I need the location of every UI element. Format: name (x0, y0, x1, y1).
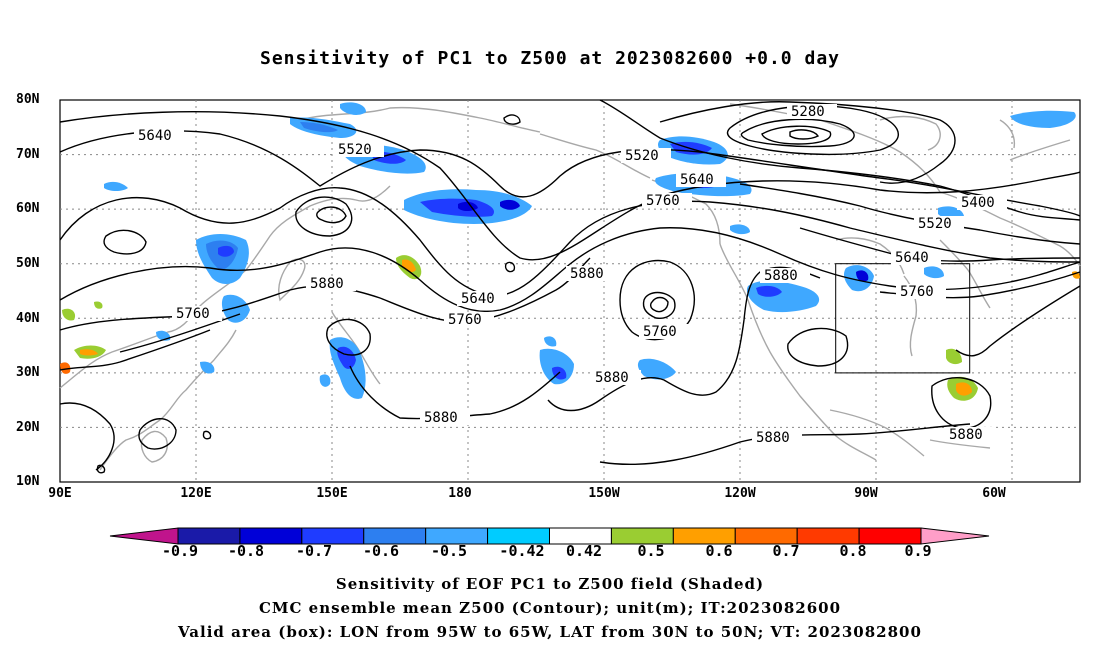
contour-label: 5760 (646, 193, 680, 209)
contour-label: 5880 (756, 430, 790, 446)
colorbar-label: -0.8 (227, 542, 265, 560)
lat-tick-label: 10N (16, 474, 40, 489)
contour-label-group: 5640 5520 5520 5640 5760 5880 5640 5760 … (134, 104, 1007, 446)
caption-line-3: Valid area (box): LON from 95W to 65W, L… (178, 623, 922, 641)
contour-label: 5520 (625, 148, 659, 164)
contour-label: 5880 (949, 427, 983, 443)
contour-label: 5760 (176, 306, 210, 322)
colorbar (109, 527, 990, 545)
colorbar-label: 0.5 (637, 542, 665, 560)
lat-tick-label: 50N (16, 256, 40, 271)
lon-tick-label: 150W (588, 486, 620, 501)
colorbar-label: 0.42 (565, 542, 603, 560)
contour-label: 5760 (448, 312, 482, 328)
map-title: Sensitivity of PC1 to Z500 at 2023082600… (259, 48, 840, 69)
contour-label: 5640 (680, 172, 714, 188)
lon-tick-label: 60W (982, 486, 1006, 501)
lon-tick-label: 180 (448, 486, 472, 501)
lon-tick-label: 150E (316, 486, 348, 501)
colorbar-label: -0.5 (430, 542, 468, 560)
lon-tick-label: 120E (180, 486, 212, 501)
contour-label: 5880 (764, 268, 798, 284)
lat-tick-label: 80N (16, 92, 40, 107)
colorbar-label: 0.8 (839, 542, 867, 560)
lat-tick-label: 60N (16, 201, 40, 216)
colorbar-label: -0.6 (362, 542, 400, 560)
contour-label: 5880 (310, 276, 344, 292)
contour-label: 5520 (918, 216, 952, 232)
contour-label: 5880 (570, 266, 604, 282)
contour-label: 5400 (961, 195, 995, 211)
lat-tick-label: 30N (16, 365, 40, 380)
colorbar-label: 0.6 (705, 542, 733, 560)
contour-label: 5640 (461, 291, 495, 307)
lat-tick-label: 70N (16, 147, 40, 162)
lat-tick-label: 20N (16, 420, 40, 435)
lat-tick-label: 40N (16, 311, 40, 326)
lon-tick-label: 90E (48, 486, 72, 501)
contour-label: 5760 (900, 284, 934, 300)
contour-label: 5640 (895, 250, 929, 266)
contour-label: 5640 (138, 128, 172, 144)
contour-label: 5280 (791, 104, 825, 120)
contour-label: 5520 (338, 142, 372, 158)
lon-tick-label: 90W (854, 486, 878, 501)
contour-label: 5880 (424, 410, 458, 426)
colorbar-label: 0.9 (904, 542, 932, 560)
colorbar-segment (858, 527, 922, 545)
colorbar-label: -0.9 (161, 542, 199, 560)
colorbar-label: 0.7 (772, 542, 800, 560)
caption-line-2: CMC ensemble mean Z500 (Contour); unit(m… (258, 599, 842, 617)
colorbar-label: -0.7 (295, 542, 333, 560)
contour-label: 5880 (595, 370, 629, 386)
caption-line-1: Sensitivity of EOF PC1 to Z500 field (Sh… (335, 575, 765, 593)
colorbar-label: -0.42 (499, 542, 545, 560)
contour-label: 5760 (643, 324, 677, 340)
lon-tick-label: 120W (724, 486, 756, 501)
